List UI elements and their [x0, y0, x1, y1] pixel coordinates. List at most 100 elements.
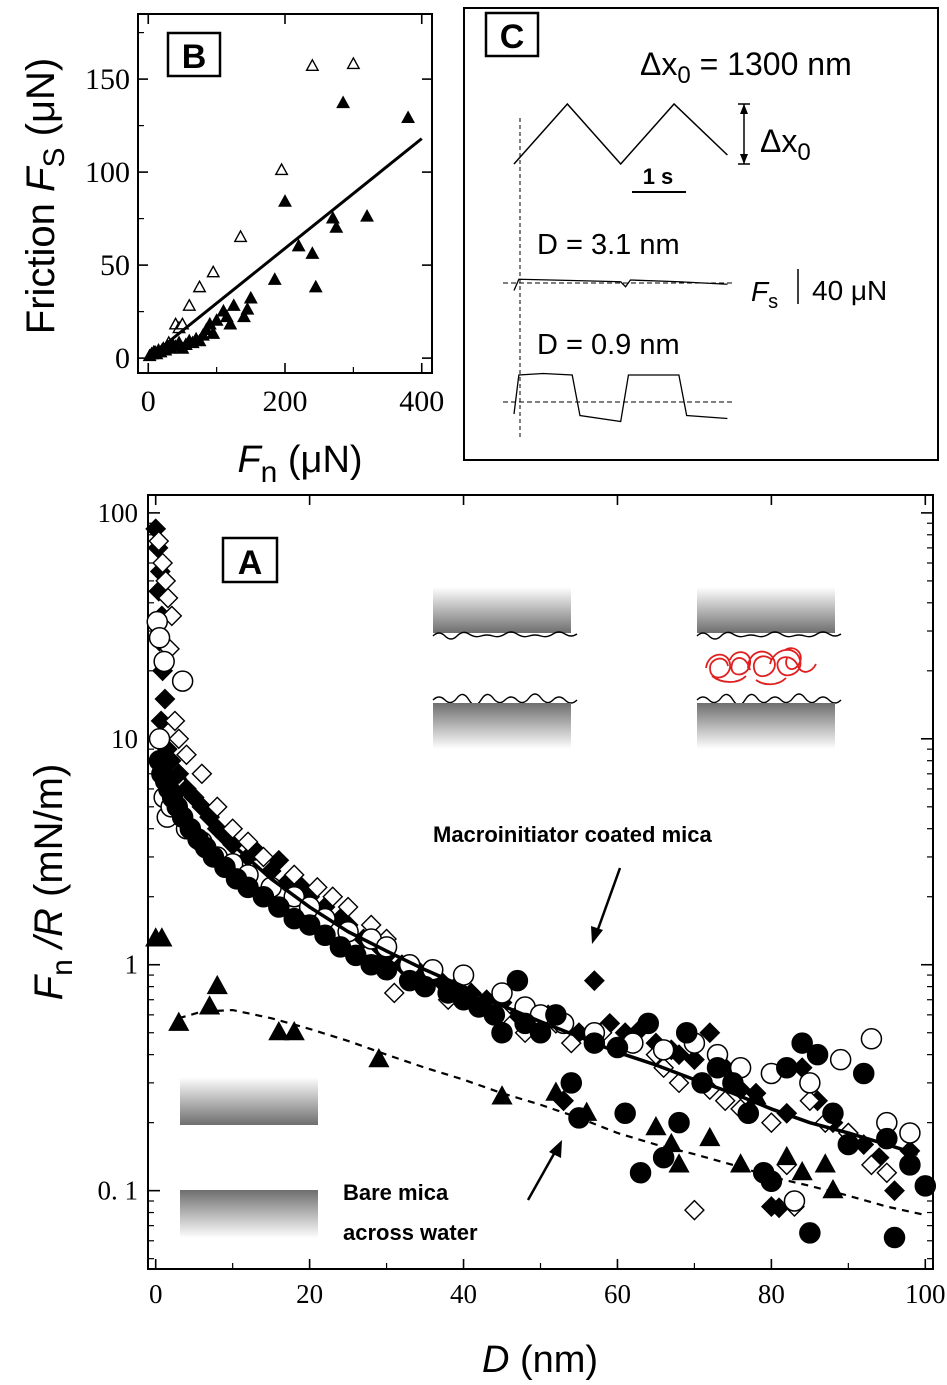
panel-a-point-filled-triangle	[660, 1132, 682, 1153]
panel-b-ytick-label: 150	[85, 63, 130, 96]
schematic-polymer-brush-red	[705, 647, 817, 686]
panel-a-point-filled-triangle	[814, 1153, 836, 1173]
panel-a-point-open-circle	[491, 982, 513, 1004]
panel-a-point-open-diamond	[337, 896, 359, 918]
panel-a-point-open-diamond	[161, 605, 183, 627]
panel-a-point-open-diamond	[714, 1090, 736, 1112]
panel-a-point-filled-circle	[883, 1226, 906, 1249]
annotation-coated-arrow	[591, 867, 622, 944]
panel-a-point-filled-circle	[822, 1102, 844, 1125]
panel-a-point-filled-circle	[806, 1043, 829, 1066]
schematic-coated-lower-surface-left	[433, 703, 571, 749]
panel-b-point-filled-triangle	[240, 302, 255, 315]
panel-a-point-filled-circle	[837, 1133, 860, 1156]
panel-a-point-filled-diamond	[583, 970, 605, 992]
panel-b-point-open-triangle	[274, 162, 289, 176]
panel-a-point-filled-triangle	[668, 1153, 690, 1173]
panel-a-point-open-diamond	[668, 1072, 690, 1094]
panel-a-point-filled-circle	[614, 1102, 636, 1125]
panel-a-point-open-circle	[652, 1039, 675, 1061]
annotation-bare-line2: across water	[343, 1220, 478, 1245]
panel-a-point-filled-circle	[414, 975, 436, 998]
panel-a-point-filled-circle	[852, 1062, 875, 1085]
panel-b-ytick-label: 100	[85, 156, 130, 189]
panel-a-point-filled-triangle	[822, 1178, 844, 1199]
panel-b-point-filled-triangle	[305, 246, 320, 259]
panel-b-label: B	[182, 38, 207, 76]
panel-a-point-filled-circle	[345, 944, 367, 967]
panel-b-point-filled-triangle	[267, 272, 282, 285]
panel-c: C Δx0 = 1300 nm Δx0 1 s D = 3.1 nm Fs 40…	[463, 7, 939, 461]
panel-a-xlabel: D (nm)	[482, 1339, 598, 1381]
panel-a-point-open-diamond	[206, 796, 228, 818]
panel-b-point-filled-triangle	[401, 110, 416, 124]
panel-a-point-open-diamond	[799, 1090, 821, 1112]
panel-a-point-filled-circle	[491, 1021, 513, 1044]
panel-a-point-filled-diamond	[154, 688, 176, 710]
panel-a-point-open-diamond	[760, 1112, 782, 1134]
panel-a-xtick-label: 100	[905, 1279, 946, 1309]
panel-a: A 0 20 40 60 80 100 100 10 1 0. 1 Macroinitiator …	[27, 494, 946, 1381]
panel-b-point-open-triangle	[305, 58, 320, 71]
panel-a-point-open-diamond	[383, 982, 405, 1004]
panel-a-point-filled-circle	[737, 1102, 760, 1125]
panel-a-point-filled-circle	[506, 969, 529, 992]
panel-c-triangle-wave	[513, 102, 728, 166]
panel-a-point-open-circle	[899, 1122, 921, 1144]
panel-a-point-filled-circle	[375, 959, 398, 981]
panel-a-ticks: 0 20 40 60 80 100 100 10 1 0. 1	[98, 495, 946, 1309]
panel-a-point-open-circle	[153, 650, 175, 673]
panel-a-point-open-diamond	[237, 831, 259, 853]
panel-c-friction-trace-3.1nm	[513, 278, 728, 291]
panel-a-point-open-diamond	[283, 864, 305, 886]
panel-a-point-filled-triangle	[791, 1161, 813, 1181]
panel-a-point-open-diamond	[157, 587, 179, 609]
panel-b: B 0 200 400 0 50 100 150 Friction FS (μN) Fn (…	[19, 13, 444, 489]
panel-a-point-filled-triangle	[168, 1011, 190, 1031]
schematic-coated-upper-surface-right	[697, 587, 835, 633]
panel-a-point-open-circle	[148, 728, 171, 750]
panel-a-point-open-diamond	[253, 846, 274, 868]
panel-a-point-filled-circle	[483, 1004, 506, 1026]
panel-a-point-open-diamond	[222, 818, 244, 840]
panel-a-point-filled-circle	[675, 1021, 698, 1044]
panel-a-point-filled-triangle	[776, 1145, 798, 1166]
panel-a-point-filled-diamond	[699, 1022, 721, 1044]
panel-a-point-open-diamond	[148, 530, 170, 552]
panel-a-point-filled-triangle	[151, 927, 173, 947]
panel-a-point-open-circle	[799, 1072, 821, 1094]
panel-c-amplitude-label: Δx0	[760, 123, 811, 166]
panel-a-point-open-diamond	[191, 763, 213, 785]
panel-a-point-filled-circle	[914, 1175, 937, 1197]
panel-a-point-filled-circle	[298, 914, 321, 936]
panel-b-point-filled-triangle	[336, 95, 351, 109]
panel-a-point-filled-circle	[668, 1111, 690, 1134]
panel-b-point-filled-triangle	[308, 279, 323, 293]
panel-a-point-filled-triangle	[268, 1021, 290, 1041]
panel-b-point-open-triangle	[182, 298, 197, 311]
panel-b-point-filled-triangle	[243, 290, 258, 304]
panel-b-point-filled-triangle	[223, 316, 238, 330]
panel-b-point-open-triangle	[233, 229, 248, 243]
panel-a-point-filled-circle	[791, 1032, 813, 1054]
panel-b-point-filled-triangle	[206, 326, 221, 339]
panel-a-ylabel: Fn /R (mN/m)	[27, 764, 79, 1001]
panel-b-point-open-triangle	[192, 279, 207, 293]
panel-a-point-open-diamond	[306, 876, 328, 898]
panel-c-amplitude-bar	[738, 103, 750, 165]
panel-a-point-open-diamond	[683, 1199, 705, 1221]
schematic-macroinitiator-bottom-left	[432, 693, 578, 706]
panel-a-point-open-diamond	[322, 886, 344, 908]
panel-c-dx-heading: Δx0 = 1300 nm	[640, 46, 852, 89]
panel-a-point-filled-triangle	[206, 974, 228, 995]
panel-a-point-filled-diamond	[683, 1049, 705, 1071]
panel-b-point-filled-triangle	[237, 309, 251, 323]
schematic-coated-lower-surface-right	[697, 703, 835, 749]
panel-a-point-open-circle	[171, 670, 194, 692]
schematic-macroinitiator-bottom-right	[696, 693, 842, 706]
annotation-bare-arrow	[526, 1140, 562, 1201]
panel-a-point-filled-triangle	[545, 1081, 567, 1101]
panel-b-ytick-label: 0	[115, 342, 130, 375]
panel-a-point-filled-diamond	[884, 1180, 905, 1202]
panel-a-ytick-label: 100	[98, 498, 139, 528]
